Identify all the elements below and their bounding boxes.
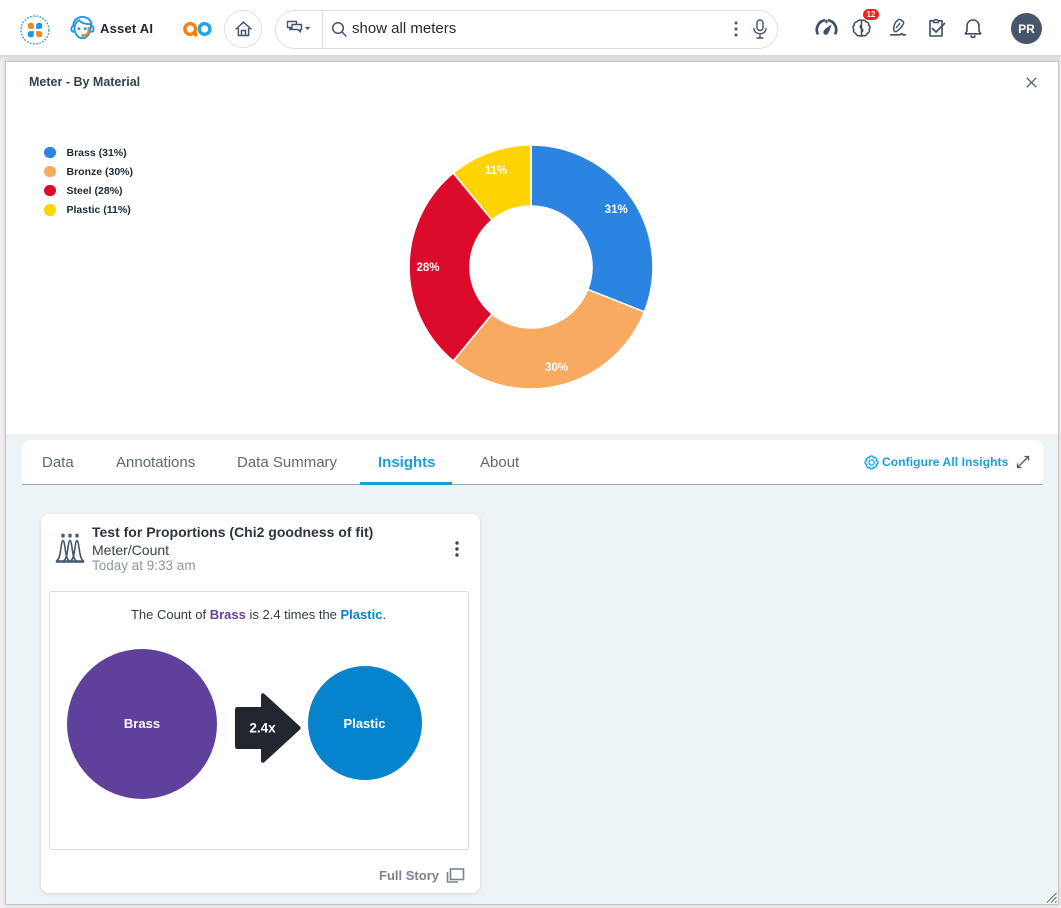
svg-text:31%: 31% <box>605 204 628 216</box>
svg-text:28%: 28% <box>416 262 439 274</box>
svg-text:30%: 30% <box>545 362 568 374</box>
svg-text:2.4x: 2.4x <box>249 720 276 735</box>
svg-text:11%: 11% <box>485 165 507 177</box>
